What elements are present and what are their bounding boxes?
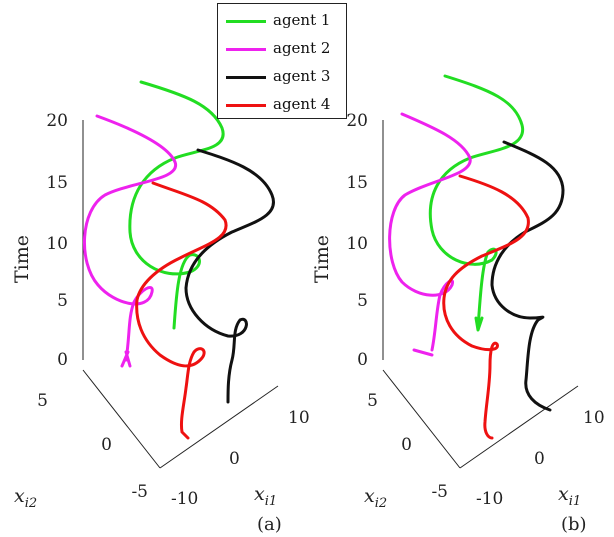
agent-4-trajectory-a <box>135 181 228 440</box>
y-tick: -5 <box>131 482 148 502</box>
x-tick: 10 <box>583 408 605 428</box>
x-axis-b <box>459 385 579 469</box>
y-ticks-a: 5 0 -5 <box>37 391 148 502</box>
y-axis-label-b: xi2 <box>364 485 387 511</box>
agent-3-trajectory-a <box>184 148 275 404</box>
x-axis-a <box>159 385 279 469</box>
legend-label-agent-4: agent 4 <box>273 95 331 113</box>
agent-4-trajectory-b <box>442 174 530 440</box>
y-tick: 5 <box>37 391 48 411</box>
x-axis-label-b: xi1 <box>558 483 581 509</box>
z-tick: 10 <box>46 234 68 254</box>
legend-swatch-agent-3 <box>226 76 266 79</box>
x-tick: -10 <box>476 489 503 509</box>
legend-item-agent-1: agent 1 <box>218 10 346 30</box>
legend-item-agent-4: agent 4 <box>218 94 346 114</box>
x-tick: 10 <box>288 408 310 428</box>
panel-label-b: (b) <box>561 514 587 535</box>
z-axis-label-b: Time <box>311 235 333 283</box>
agent-2-trajectory-b <box>388 112 472 357</box>
z-tick: 5 <box>57 291 68 311</box>
y-tick: -5 <box>431 482 448 502</box>
panel-b: 20 15 10 5 0 Time 5 0 -5 10 0 -10 xi2 xi… <box>311 74 605 535</box>
legend: agent 1 agent 2 agent 3 agent 4 <box>217 3 347 119</box>
z-ticks-a: 20 15 10 5 0 <box>46 111 68 370</box>
panel-a: 20 15 10 5 0 Time 5 0 -5 10 0 -10 xi2 xi… <box>11 80 310 535</box>
y-axis-a <box>82 369 161 469</box>
z-tick: 10 <box>346 234 368 254</box>
agent-3-trajectory-b <box>490 140 565 412</box>
legend-swatch-agent-1 <box>226 20 266 23</box>
y-tick: 5 <box>367 391 378 411</box>
legend-item-agent-2: agent 2 <box>218 38 346 58</box>
y-tick: 0 <box>101 435 112 455</box>
legend-label-agent-3: agent 3 <box>273 67 331 85</box>
x-axis-label-a: xi1 <box>254 483 277 509</box>
z-tick: 0 <box>357 350 368 370</box>
z-tick: 20 <box>346 111 368 131</box>
panel-label-a: (a) <box>257 514 282 535</box>
legend-swatch-agent-2 <box>226 48 266 51</box>
z-ticks-b: 20 15 10 5 0 <box>346 111 368 370</box>
z-tick: 15 <box>46 173 68 193</box>
x-tick: 0 <box>534 449 545 469</box>
x-tick: -10 <box>171 489 198 509</box>
y-axis-b <box>382 369 461 469</box>
agent-1-trajectory-a <box>128 80 225 330</box>
legend-item-agent-3: agent 3 <box>218 66 346 86</box>
agent-2-trajectory-a <box>82 114 177 368</box>
legend-label-agent-1: agent 1 <box>273 11 331 29</box>
z-axis-label-a: Time <box>11 235 33 283</box>
x-ticks-a: 10 0 -10 <box>171 408 310 509</box>
z-tick: 5 <box>357 291 368 311</box>
y-axis-label-a: xi2 <box>14 485 37 511</box>
legend-label-agent-2: agent 2 <box>273 39 331 57</box>
z-tick: 15 <box>346 173 368 193</box>
x-ticks-b: 10 0 -10 <box>476 408 605 509</box>
z-tick: 0 <box>57 350 68 370</box>
y-tick: 0 <box>401 435 412 455</box>
x-tick: 0 <box>229 449 240 469</box>
z-tick: 20 <box>46 111 68 131</box>
legend-swatch-agent-4 <box>226 104 266 107</box>
y-ticks-b: 5 0 -5 <box>367 391 448 502</box>
